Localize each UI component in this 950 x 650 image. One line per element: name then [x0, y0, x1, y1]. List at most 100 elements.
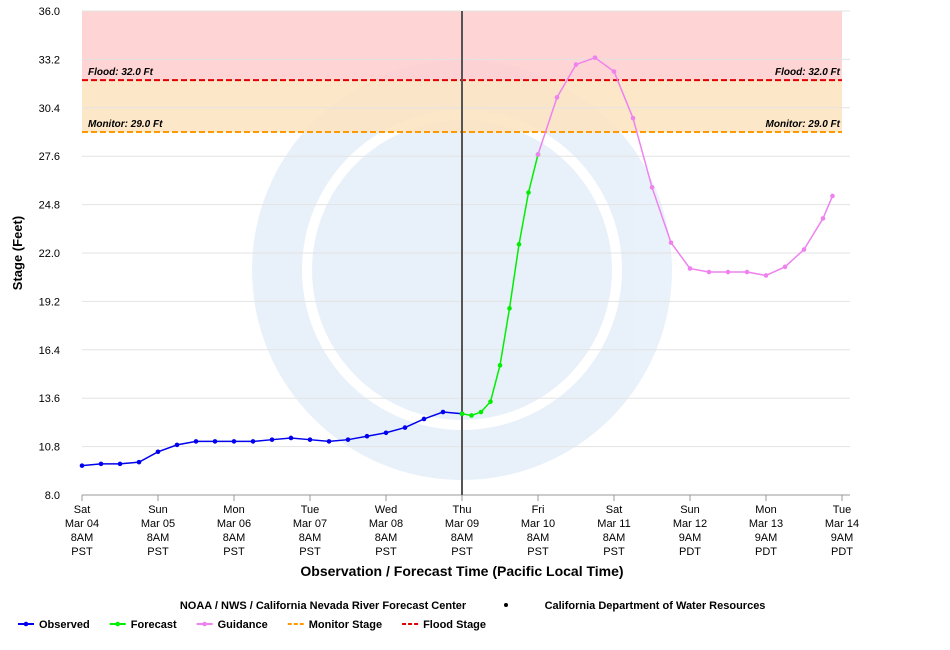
data-point	[820, 216, 826, 221]
data-point	[459, 411, 465, 417]
x-tick-label: 8AM	[451, 532, 474, 544]
x-tick-label: Mar 06	[217, 518, 251, 530]
y-tick-label: 30.4	[39, 103, 60, 115]
legend-label: Forecast	[131, 619, 177, 631]
x-tick-label: 8AM	[299, 532, 322, 544]
legend-swatch-dot	[202, 621, 207, 627]
x-tick-label: Thu	[453, 504, 472, 516]
y-tick-label: 36.0	[39, 6, 60, 18]
y-tick-label: 22.0	[39, 248, 60, 260]
x-tick-label: PST	[299, 546, 321, 558]
x-tick-label: Wed	[375, 504, 397, 516]
x-tick-label: PST	[603, 546, 625, 558]
x-tick-label: Mon	[223, 504, 244, 516]
x-tick-label: 8AM	[527, 532, 550, 544]
x-tick-label: Sun	[680, 504, 700, 516]
data-point	[573, 62, 579, 67]
data-point	[174, 442, 180, 448]
legend-label: Observed	[39, 619, 90, 631]
data-point	[364, 433, 370, 439]
x-tick-label: Tue	[301, 504, 320, 516]
x-tick-label: 9AM	[679, 532, 702, 544]
data-point	[421, 416, 427, 422]
y-tick-label: 24.8	[39, 200, 60, 212]
legend-item: Observed	[18, 619, 90, 631]
y-tick-label: 33.2	[39, 54, 60, 66]
y-tick-label: 13.6	[39, 393, 60, 405]
x-tick-label: PST	[451, 546, 473, 558]
data-point	[507, 306, 512, 311]
data-point	[98, 461, 104, 467]
x-tick-label: Sun	[148, 504, 168, 516]
x-tick-label: Sat	[74, 504, 91, 516]
data-point	[744, 269, 750, 275]
data-point	[231, 439, 237, 444]
x-tick-label: PST	[71, 546, 93, 558]
data-point	[155, 449, 161, 455]
x-tick-label: 8AM	[223, 532, 246, 544]
x-tick-label: Mar 07	[293, 518, 327, 530]
data-point	[79, 463, 85, 468]
y-tick-label: 16.4	[39, 345, 60, 357]
x-tick-label: PST	[147, 546, 169, 558]
data-point	[611, 69, 617, 74]
threshold-label: Monitor: 29.0 Ft	[766, 119, 841, 130]
legend-label: Flood Stage	[423, 619, 486, 631]
data-point	[516, 242, 522, 247]
x-tick-label: PDT	[755, 546, 777, 558]
data-point	[687, 266, 693, 271]
data-point	[402, 425, 408, 430]
data-point	[649, 185, 655, 190]
x-axis-title: Observation / Forecast Time (Pacific Loc…	[300, 563, 623, 579]
x-tick-label: PDT	[679, 546, 701, 558]
threshold-label: Monitor: 29.0 Ft	[88, 119, 163, 130]
data-point	[725, 269, 731, 275]
data-point	[345, 437, 351, 442]
legend-item: Flood Stage	[402, 619, 486, 631]
x-tick-label: Fri	[532, 504, 545, 516]
y-tick-label: 19.2	[39, 296, 60, 308]
data-point	[592, 55, 598, 60]
x-tick-label: PST	[527, 546, 549, 558]
data-point	[782, 264, 788, 270]
data-point	[488, 399, 493, 404]
y-tick-label: 10.8	[39, 442, 60, 454]
data-point	[193, 439, 199, 444]
x-tick-label: Mar 04	[65, 518, 99, 530]
data-point	[630, 115, 636, 121]
legend-swatch-dot	[115, 621, 121, 627]
x-tick-label: 9AM	[755, 532, 778, 544]
data-point	[763, 273, 769, 278]
credit: California Department of Water Resources	[545, 600, 766, 612]
x-tick-label: 9AM	[831, 532, 854, 544]
separator	[504, 603, 508, 607]
legend-label: Guidance	[218, 619, 268, 631]
x-tick-label: Tue	[833, 504, 852, 516]
y-tick-label: 8.0	[45, 490, 60, 502]
legend-label: Monitor Stage	[309, 619, 382, 631]
data-point	[801, 247, 807, 252]
x-tick-label: Mar 13	[749, 518, 783, 530]
x-tick-label: Sat	[606, 504, 623, 516]
data-point	[478, 409, 484, 415]
data-point	[554, 95, 560, 100]
x-tick-label: PST	[375, 546, 397, 558]
x-tick-label: 8AM	[603, 532, 626, 544]
x-tick-label: Mar 05	[141, 518, 175, 530]
threshold-label: Flood: 32.0 Ft	[775, 67, 841, 78]
legend-swatch-dot	[23, 621, 29, 627]
x-tick-label: Mar 09	[445, 518, 479, 530]
y-axis-title: Stage (Feet)	[10, 216, 25, 290]
x-tick-label: 8AM	[147, 532, 170, 544]
data-point	[307, 437, 313, 442]
data-point	[288, 435, 294, 441]
data-point	[526, 190, 531, 195]
data-point	[212, 439, 218, 444]
threshold-label: Flood: 32.0 Ft	[88, 67, 154, 78]
data-point	[117, 461, 123, 467]
x-tick-label: Mon	[755, 504, 776, 516]
data-point	[136, 459, 142, 465]
data-point	[469, 413, 474, 418]
x-tick-label: Mar 10	[521, 518, 555, 530]
